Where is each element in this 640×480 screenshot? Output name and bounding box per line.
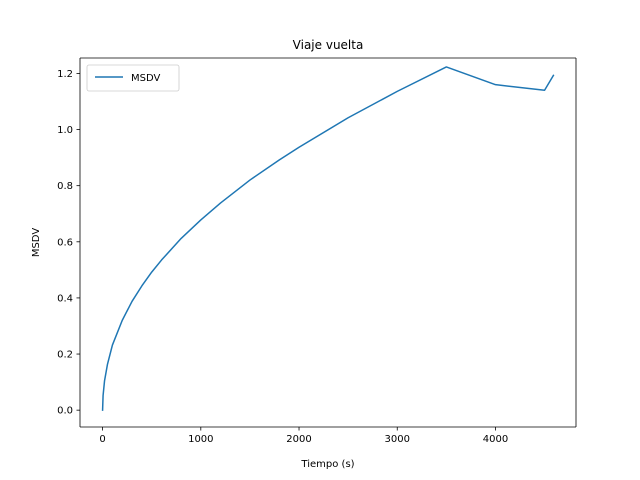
y-tick-label: 0.8 — [57, 181, 73, 192]
x-tick-label: 1000 — [188, 434, 213, 445]
x-ticks: 0 1000 2000 3000 4000 — [99, 427, 508, 445]
x-tick-label: 2000 — [286, 434, 311, 445]
y-tick-label: 0.6 — [57, 237, 73, 248]
y-tick-label: 0.2 — [57, 350, 73, 361]
y-axis-label: MSDV — [31, 228, 42, 258]
x-tick-label: 4000 — [483, 434, 508, 445]
legend-label: MSDV — [131, 73, 161, 84]
legend-frame — [86, 64, 180, 92]
x-tick-label: 0 — [99, 434, 105, 445]
series-layer — [101, 66, 555, 411]
y-tick-label: 1.0 — [57, 125, 73, 136]
legend: MSDV — [86, 64, 180, 92]
plot-area — [80, 58, 576, 427]
chart-title: Viaje vuelta — [293, 38, 364, 52]
x-axis-label: Tiempo (s) — [300, 459, 354, 470]
x-tick-label: 3000 — [385, 434, 410, 445]
y-tick-label: 0.4 — [57, 293, 73, 304]
y-tick-label: 0.0 — [57, 406, 73, 417]
series-line-0 — [101, 66, 555, 411]
y-ticks: 0.0 0.2 0.4 0.6 0.8 1.0 1.2 — [57, 69, 80, 417]
y-tick-label: 1.2 — [57, 69, 73, 80]
axes-layer — [79, 57, 577, 428]
